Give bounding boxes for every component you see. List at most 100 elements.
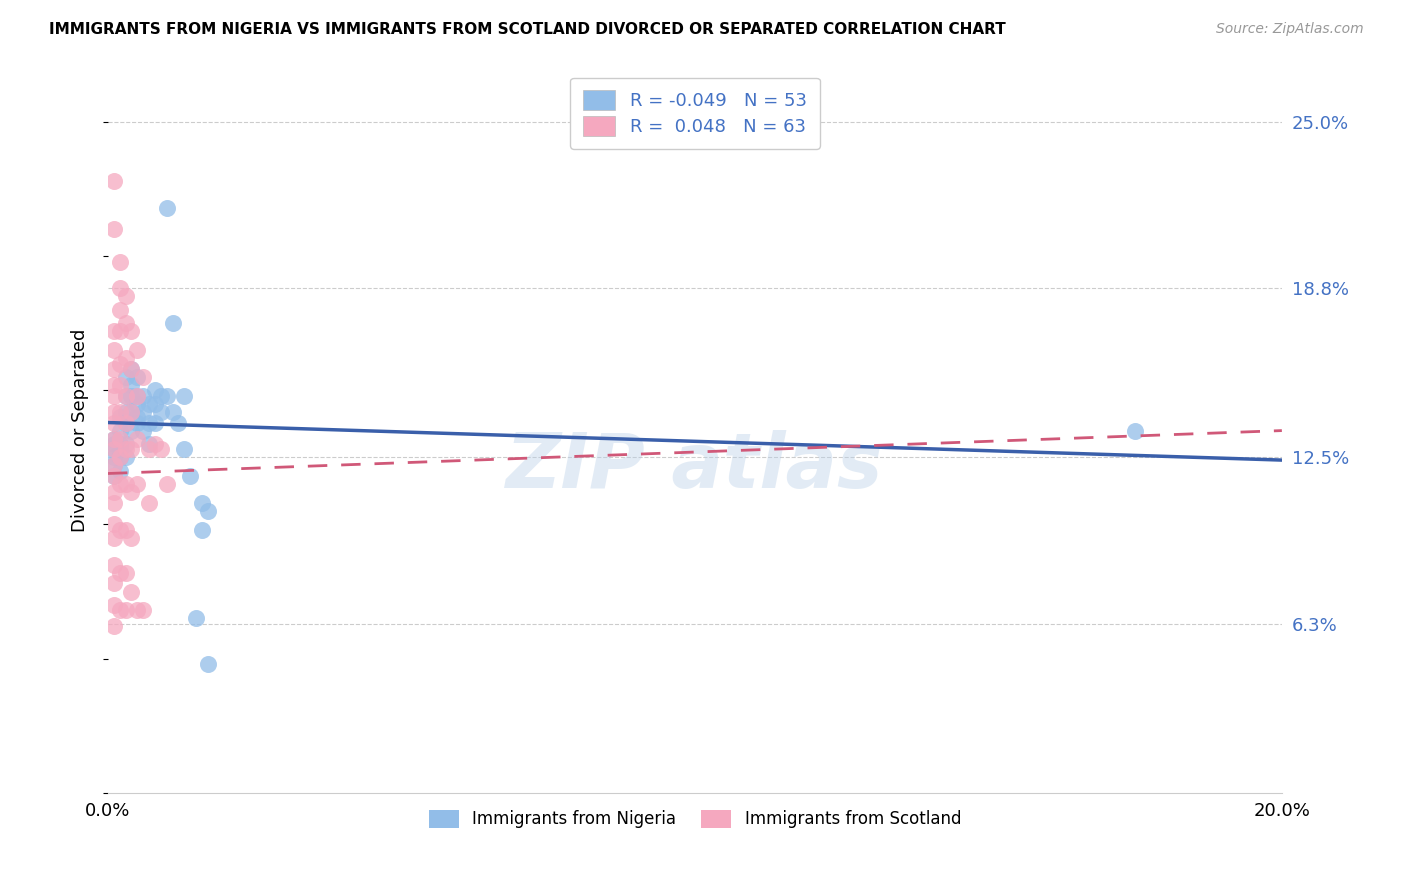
Point xyxy=(103,558,125,572)
Point xyxy=(108,405,131,419)
Y-axis label: Divorced or Separated: Divorced or Separated xyxy=(72,329,89,533)
Point xyxy=(127,397,149,411)
Point xyxy=(121,531,143,545)
Point xyxy=(184,611,207,625)
Point xyxy=(121,584,143,599)
Text: Source: ZipAtlas.com: Source: ZipAtlas.com xyxy=(1216,22,1364,37)
Point xyxy=(138,397,160,411)
Point xyxy=(197,657,219,671)
Point xyxy=(108,254,131,268)
Point xyxy=(108,357,131,371)
Point xyxy=(103,432,125,446)
Point xyxy=(108,378,131,392)
Point xyxy=(143,437,166,451)
Point xyxy=(197,504,219,518)
Point xyxy=(132,389,155,403)
Point xyxy=(103,432,125,446)
Point xyxy=(121,485,143,500)
Point xyxy=(103,458,125,473)
Point xyxy=(149,442,172,457)
Point xyxy=(132,603,155,617)
Point xyxy=(108,432,131,446)
Point xyxy=(143,384,166,398)
Point xyxy=(114,566,136,580)
Point xyxy=(1123,424,1146,438)
Point xyxy=(103,324,125,338)
Point xyxy=(127,410,149,425)
Point xyxy=(191,523,214,537)
Point xyxy=(108,477,131,491)
Point xyxy=(103,458,125,473)
Point xyxy=(108,324,131,338)
Point xyxy=(138,496,160,510)
Point xyxy=(127,432,149,446)
Point xyxy=(132,424,155,438)
Point xyxy=(156,477,179,491)
Point xyxy=(103,469,125,483)
Point xyxy=(127,477,149,491)
Point xyxy=(114,316,136,330)
Point xyxy=(156,389,179,403)
Point xyxy=(167,416,190,430)
Point xyxy=(132,405,155,419)
Point xyxy=(103,576,125,591)
Point xyxy=(121,362,143,376)
Point xyxy=(121,362,143,376)
Point xyxy=(114,370,136,384)
Point xyxy=(103,405,125,419)
Point xyxy=(114,289,136,303)
Point xyxy=(173,442,195,457)
Point xyxy=(103,343,125,358)
Point xyxy=(108,424,131,438)
Point xyxy=(114,437,136,451)
Point xyxy=(103,485,125,500)
Text: IMMIGRANTS FROM NIGERIA VS IMMIGRANTS FROM SCOTLAND DIVORCED OR SEPARATED CORREL: IMMIGRANTS FROM NIGERIA VS IMMIGRANTS FR… xyxy=(49,22,1005,37)
Point xyxy=(114,416,136,430)
Point xyxy=(127,389,149,403)
Point xyxy=(179,469,201,483)
Point xyxy=(114,450,136,465)
Point xyxy=(191,496,214,510)
Point xyxy=(108,281,131,295)
Point xyxy=(108,464,131,478)
Point xyxy=(103,362,125,376)
Point xyxy=(138,442,160,457)
Point xyxy=(103,619,125,633)
Point xyxy=(108,410,131,425)
Legend: Immigrants from Nigeria, Immigrants from Scotland: Immigrants from Nigeria, Immigrants from… xyxy=(422,803,967,835)
Point xyxy=(103,378,125,392)
Point xyxy=(149,389,172,403)
Point xyxy=(121,389,143,403)
Point xyxy=(108,523,131,537)
Point xyxy=(121,405,143,419)
Point xyxy=(108,442,131,457)
Point xyxy=(138,437,160,451)
Point xyxy=(114,405,136,419)
Point xyxy=(132,370,155,384)
Point xyxy=(108,437,131,451)
Point xyxy=(114,442,136,457)
Point xyxy=(143,397,166,411)
Point xyxy=(103,416,125,430)
Point xyxy=(108,450,131,465)
Point xyxy=(103,442,125,457)
Point xyxy=(103,496,125,510)
Text: ZIP atlas: ZIP atlas xyxy=(506,430,883,504)
Point xyxy=(108,302,131,317)
Point xyxy=(162,316,184,330)
Point xyxy=(103,450,125,465)
Point xyxy=(103,517,125,532)
Point xyxy=(103,531,125,545)
Point xyxy=(127,416,149,430)
Point xyxy=(121,424,143,438)
Point xyxy=(103,469,125,483)
Point xyxy=(127,370,149,384)
Point xyxy=(143,416,166,430)
Point xyxy=(108,566,131,580)
Point xyxy=(121,442,143,457)
Point xyxy=(114,389,136,403)
Point xyxy=(127,603,149,617)
Point xyxy=(121,405,143,419)
Point xyxy=(103,598,125,612)
Point xyxy=(103,389,125,403)
